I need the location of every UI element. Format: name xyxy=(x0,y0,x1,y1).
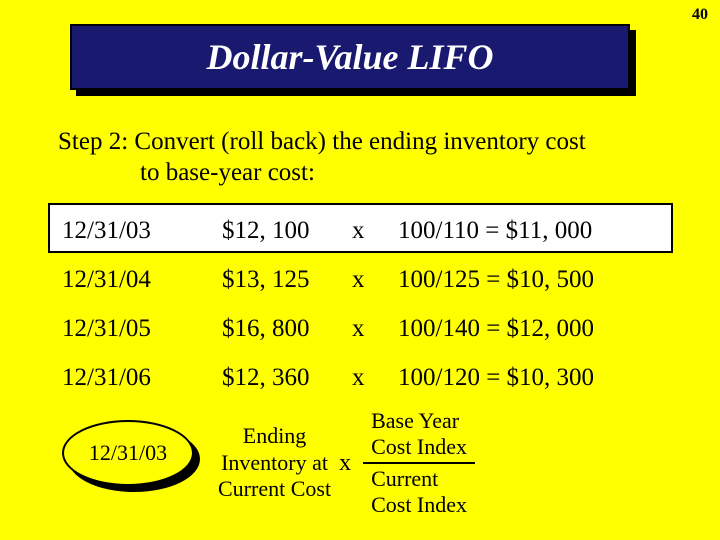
step-line2: to base-year cost: xyxy=(140,157,680,188)
table-row: 12/31/04 $13, 125 x 100/125 = $10, 500 xyxy=(56,255,668,304)
cell-amount: $12, 100 xyxy=(222,217,352,245)
table-row: 12/31/03 $12, 100 x 100/110 = $11, 000 xyxy=(56,206,668,255)
cell-calc: 100/110 = $11, 000 xyxy=(398,217,668,245)
oval-label: 12/31/03 xyxy=(62,420,194,486)
cell-date: 12/31/06 xyxy=(56,364,222,392)
formula-left: Ending Inventory at Current Cost xyxy=(218,423,331,502)
step-text: Step 2: Convert (roll back) the ending i… xyxy=(58,126,680,189)
cell-calc: 100/120 = $10, 300 xyxy=(398,364,668,392)
cell-calc: 100/140 = $12, 000 xyxy=(398,315,668,343)
cell-op: x xyxy=(352,364,398,392)
title-box: Dollar-Value LIFO xyxy=(70,24,630,90)
cell-amount: $12, 360 xyxy=(222,364,352,392)
cell-date: 12/31/04 xyxy=(56,266,222,294)
cell-calc: 100/125 = $10, 500 xyxy=(398,266,668,294)
fraction-numerator: Base Year Cost Index xyxy=(369,408,469,460)
fraction-denominator: Current Cost Index xyxy=(369,466,469,518)
formula-fraction: Base Year Cost Index Current Cost Index xyxy=(363,408,475,518)
page-number: 40 xyxy=(692,6,708,24)
cell-op: x xyxy=(352,217,398,245)
table-row: 12/31/05 $16, 800 x 100/140 = $12, 000 xyxy=(56,304,668,353)
formula-left-l1: Ending xyxy=(218,423,331,449)
fraction-bar xyxy=(363,462,475,464)
num-l2: Cost Index xyxy=(371,434,467,460)
cell-amount: $13, 125 xyxy=(222,266,352,294)
conversion-table: 12/31/03 $12, 100 x 100/110 = $11, 000 1… xyxy=(56,206,668,402)
table-row: 12/31/06 $12, 360 x 100/120 = $10, 300 xyxy=(56,353,668,402)
formula-left-l2: Inventory at xyxy=(218,450,331,476)
cell-date: 12/31/05 xyxy=(56,315,222,343)
formula: Ending Inventory at Current Cost x Base … xyxy=(218,408,475,518)
den-l1: Current xyxy=(371,466,467,492)
callout-oval: 12/31/03 xyxy=(62,420,194,486)
page-title: Dollar-Value LIFO xyxy=(206,36,493,78)
formula-left-l3: Current Cost xyxy=(218,476,331,502)
step-line1: Step 2: Convert (roll back) the ending i… xyxy=(58,126,680,157)
den-l2: Cost Index xyxy=(371,492,467,518)
num-l1: Base Year xyxy=(371,408,467,434)
formula-op: x xyxy=(339,450,351,477)
cell-op: x xyxy=(352,315,398,343)
cell-op: x xyxy=(352,266,398,294)
cell-date: 12/31/03 xyxy=(56,217,222,245)
cell-amount: $16, 800 xyxy=(222,315,352,343)
